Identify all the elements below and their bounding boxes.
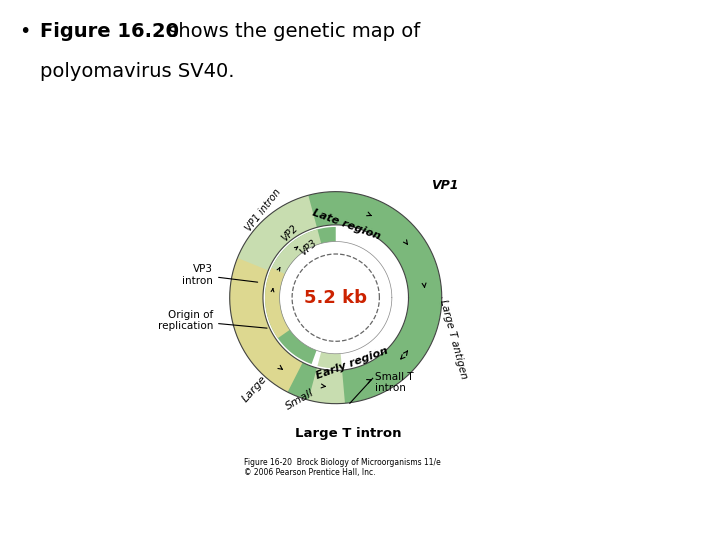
- Polygon shape: [238, 195, 317, 271]
- Polygon shape: [318, 352, 342, 368]
- Text: VP2: VP2: [280, 223, 300, 244]
- Text: Late region: Late region: [311, 207, 382, 241]
- Text: Origin of
replication: Origin of replication: [158, 310, 267, 332]
- Polygon shape: [265, 268, 289, 338]
- Text: Figure 16-20  Brock Biology of Microorganisms 11/e
© 2006 Pearson Prentice Hall,: Figure 16-20 Brock Biology of Microorgan…: [244, 458, 441, 477]
- Polygon shape: [269, 230, 321, 279]
- Text: Large T intron: Large T intron: [295, 427, 402, 440]
- Text: VP3
intron: VP3 intron: [182, 264, 258, 286]
- Text: VP1: VP1: [431, 179, 459, 192]
- Text: VP3: VP3: [298, 238, 319, 258]
- Text: shows the genetic map of: shows the genetic map of: [162, 22, 420, 40]
- Polygon shape: [233, 316, 302, 392]
- Polygon shape: [308, 368, 345, 404]
- Text: VP1 intron: VP1 intron: [243, 187, 282, 233]
- Text: polyomavirus SV40.: polyomavirus SV40.: [40, 62, 234, 81]
- Polygon shape: [230, 192, 442, 404]
- Polygon shape: [230, 253, 276, 359]
- Text: Figure 16.20: Figure 16.20: [40, 22, 179, 40]
- Text: 5.2 kb: 5.2 kb: [305, 289, 367, 307]
- Text: Small T
intron: Small T intron: [375, 372, 413, 393]
- Text: Large: Large: [240, 374, 269, 404]
- Text: Early region: Early region: [315, 346, 390, 381]
- Text: •: •: [20, 22, 37, 40]
- Text: Large T antigen: Large T antigen: [438, 298, 469, 380]
- Text: Small: Small: [284, 387, 316, 411]
- Polygon shape: [265, 227, 336, 364]
